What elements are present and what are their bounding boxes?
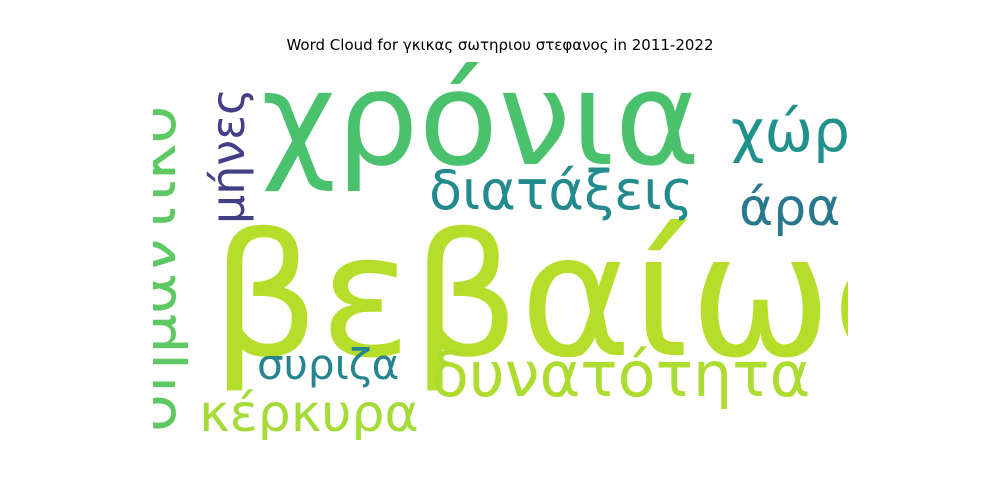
chart-title: Word Cloud for γκικας σωτηριου στεφανος …: [286, 36, 714, 54]
word-ara: άρα: [739, 178, 841, 238]
word-suriza: συριζα: [257, 340, 400, 389]
word-xronia: χρόνια: [261, 62, 701, 195]
word-mines: μήνες: [201, 88, 255, 224]
word-diataxeis: διατάξεις: [429, 159, 694, 222]
word-dynatotita: δυνατότητα: [431, 338, 811, 411]
word-kerkyra: κέρκυρα: [199, 384, 419, 440]
word-xora: χώρα: [731, 97, 848, 165]
word-simantiko: σημαντικό: [153, 105, 190, 432]
word-cloud: βεβαίως χρόνια σημαντικό μήνες χώρα διατ…: [153, 62, 848, 440]
word-vevaios: βεβαίως: [211, 198, 848, 396]
